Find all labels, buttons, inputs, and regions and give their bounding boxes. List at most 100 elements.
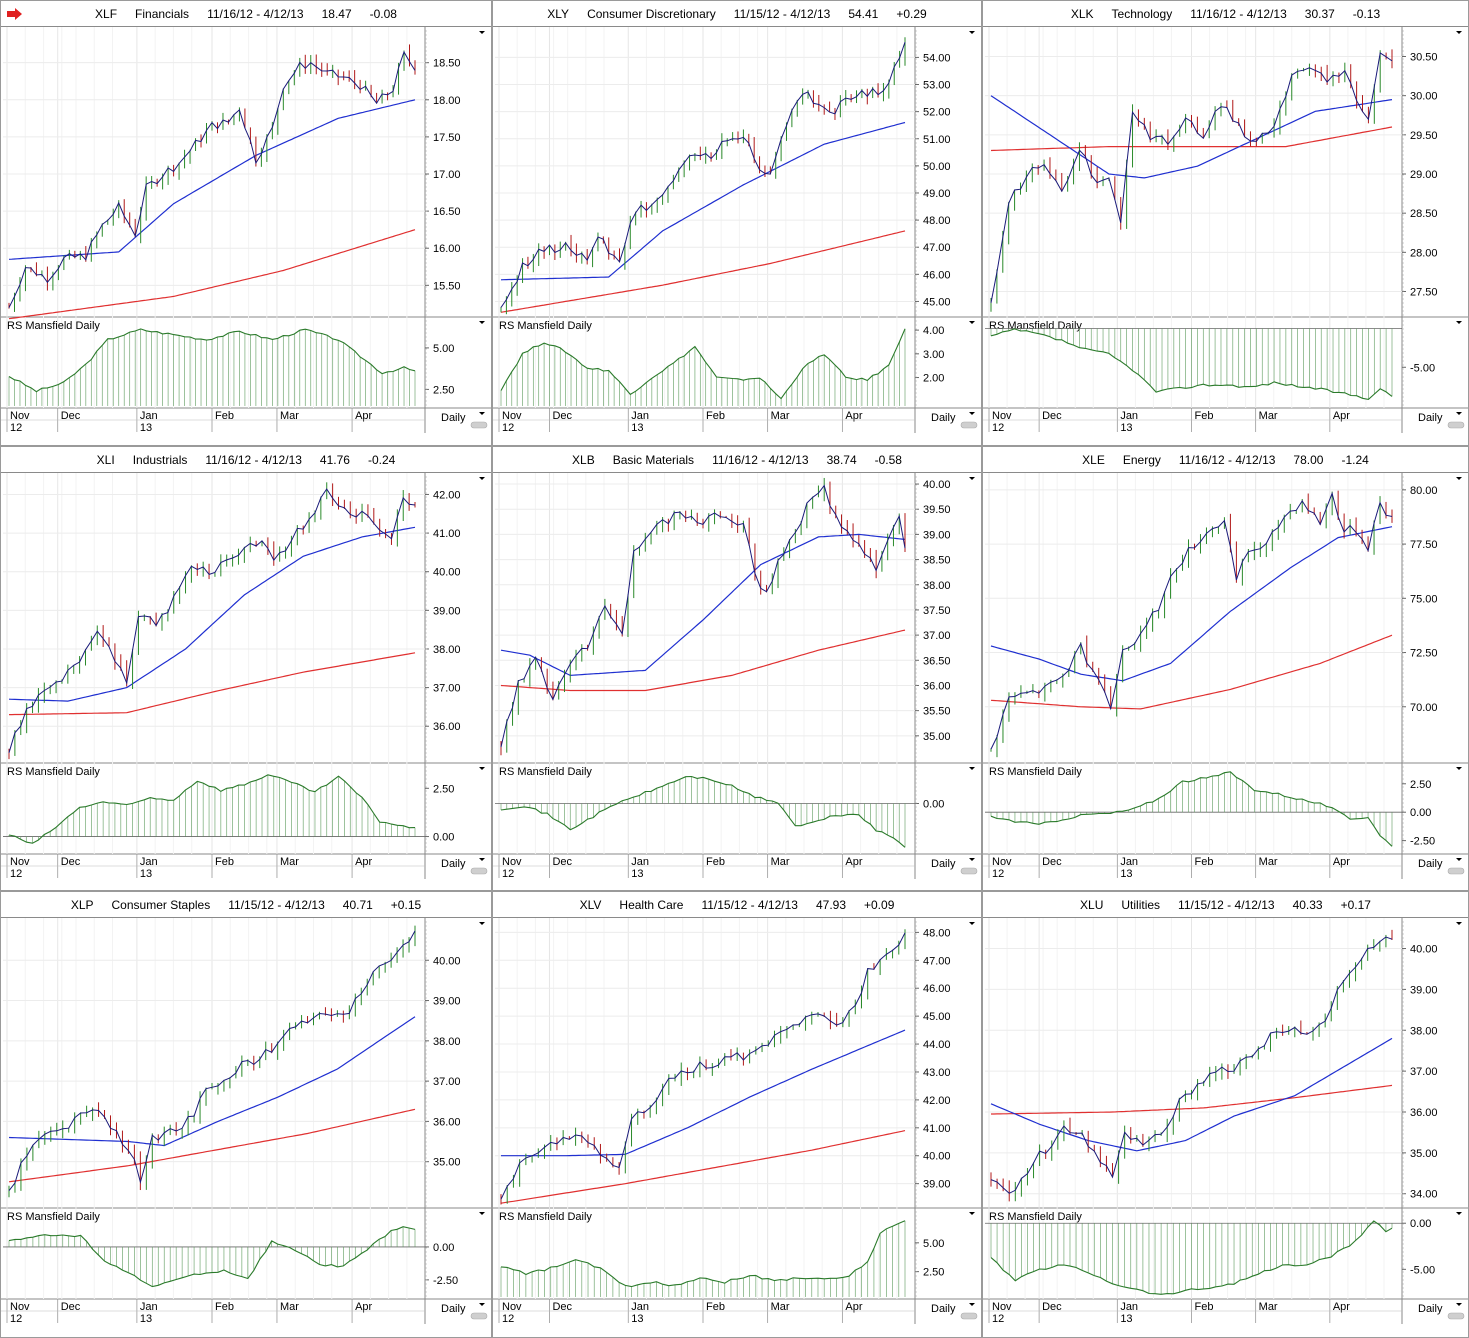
price-tick-label: 35.00 <box>923 731 951 743</box>
period-scroll-handle[interactable] <box>470 1312 488 1320</box>
period-scroll-handle[interactable] <box>960 867 978 875</box>
period-scroll-handle[interactable] <box>470 421 488 429</box>
price-tick-label: 40.00 <box>923 479 951 491</box>
moving-average-long-line <box>990 634 1393 710</box>
rs-tick-label: 0.00 <box>433 1242 454 1254</box>
rs-scale-menu-icon[interactable] <box>969 767 975 770</box>
period-scroll-handle[interactable] <box>960 421 978 429</box>
price-tick-label: 37.00 <box>1410 1066 1438 1078</box>
moving-average-short-line <box>8 526 416 702</box>
price-scale-menu-icon[interactable] <box>479 31 485 34</box>
price-tick-label: 47.00 <box>923 242 951 254</box>
time-axis-month-label: Jan <box>1120 1301 1138 1313</box>
rs-scale-menu-icon[interactable] <box>1456 321 1462 324</box>
price-tick-label: 38.00 <box>433 644 461 656</box>
axis-menu-icon[interactable] <box>1456 858 1462 861</box>
price-tick-label: 37.00 <box>433 683 461 695</box>
price-tick-label: 44.00 <box>923 1039 951 1051</box>
rs-tick-label: 0.00 <box>433 832 454 844</box>
chart-canvas-xlp: 35.00 36.00 37.00 38.00 39.00 40.00 RS Mansfie… <box>1 918 491 1325</box>
time-axis-month-label: Dec <box>1042 410 1062 422</box>
axis-menu-icon[interactable] <box>479 1303 485 1306</box>
time-axis-year-label: 12 <box>992 422 1004 434</box>
chart-sector-name: Utilities <box>1121 897 1161 912</box>
period-label: Daily <box>931 412 956 424</box>
moving-average-short-line <box>8 99 416 260</box>
rs-line <box>8 1226 416 1288</box>
time-axis-month-label: Dec <box>61 410 81 422</box>
time-axis-year-label: 12 <box>502 422 514 434</box>
price-tick-label: 34.00 <box>1410 1189 1438 1201</box>
price-tick-label: 46.00 <box>923 269 951 281</box>
price-scale-menu-icon[interactable] <box>1456 477 1462 480</box>
rs-scale-menu-icon[interactable] <box>479 1212 485 1215</box>
period-scroll-handle[interactable] <box>1447 867 1465 875</box>
rs-scale-menu-icon[interactable] <box>479 321 485 324</box>
price-tick-label: 77.50 <box>1410 539 1438 551</box>
period-scroll-handle[interactable] <box>1447 1312 1465 1320</box>
price-scale-menu-icon[interactable] <box>969 31 975 34</box>
time-axis-month-label: Feb <box>1195 856 1214 868</box>
chart-symbol: XLI <box>96 452 115 467</box>
price-scale-menu-icon[interactable] <box>969 477 975 480</box>
rs-tick-label: 2.00 <box>923 373 944 385</box>
rs-tick-label: 0.00 <box>1410 1218 1431 1230</box>
chart-price-change: +0.09 <box>864 897 895 912</box>
axis-menu-icon[interactable] <box>479 858 485 861</box>
chart-canvas-xli: 36.00 37.00 38.00 39.00 40.00 41.00 42.00 RS Ma… <box>1 473 491 880</box>
time-axis-year-label: 13 <box>1120 422 1132 434</box>
arrow-flag-icon[interactable] <box>7 8 23 20</box>
price-tick-label: 47.00 <box>923 955 951 967</box>
moving-average-short-line <box>500 121 906 281</box>
period-scroll-handle[interactable] <box>470 867 488 875</box>
price-tick-label: 75.00 <box>1410 593 1438 605</box>
price-scale-menu-icon[interactable] <box>969 922 975 925</box>
price-tick-label: 36.00 <box>923 680 951 692</box>
chart-sector-name: Health Care <box>619 897 684 912</box>
axis-menu-icon[interactable] <box>1456 1303 1462 1306</box>
rs-scale-menu-icon[interactable] <box>1456 1212 1462 1215</box>
rs-line <box>8 328 416 393</box>
price-scale-menu-icon[interactable] <box>1456 31 1462 34</box>
axis-menu-icon[interactable] <box>1456 412 1462 415</box>
chart-header: XLF Financials 11/16/12 - 4/12/13 18.47 -0.0… <box>1 1 491 27</box>
price-tick-label: 54.00 <box>923 52 951 64</box>
axis-menu-icon[interactable] <box>969 858 975 861</box>
time-axis-year-label: 12 <box>10 1313 22 1325</box>
chart-canvas-xlu: 34.00 35.00 36.00 37.00 38.00 39.00 40.00 RS Ma… <box>983 918 1468 1325</box>
rs-scale-menu-icon[interactable] <box>479 767 485 770</box>
rs-scale-menu-icon[interactable] <box>969 1212 975 1215</box>
price-tick-label: 39.00 <box>923 1179 951 1191</box>
price-tick-label: 51.00 <box>923 134 951 146</box>
price-tick-label: 35.50 <box>923 706 951 718</box>
axis-menu-icon[interactable] <box>969 1303 975 1306</box>
axis-menu-icon[interactable] <box>479 412 485 415</box>
price-tick-label: 80.00 <box>1410 485 1438 497</box>
price-tick-label: 40.00 <box>923 1151 951 1163</box>
chart-header: XLU Utilities 11/15/12 - 4/12/13 40.33 +0.17 <box>983 892 1468 918</box>
price-scale-menu-icon[interactable] <box>479 922 485 925</box>
rs-pane-title: RS Mansfield Daily <box>499 1211 592 1223</box>
time-axis-month-label: Apr <box>355 856 372 868</box>
time-axis-year-label: 12 <box>502 868 514 880</box>
chart-date-range: 11/16/12 - 4/12/13 <box>712 452 809 467</box>
chart-panel-xlb: XLB Basic Materials 11/16/12 - 4/12/13 38.7… <box>492 446 982 891</box>
axis-menu-icon[interactable] <box>969 412 975 415</box>
rs-pane-title: RS Mansfield Daily <box>499 766 592 778</box>
price-scale-menu-icon[interactable] <box>1456 922 1462 925</box>
chart-price-change: +0.29 <box>896 6 927 21</box>
time-axis-month-label: Feb <box>215 1301 234 1313</box>
time-axis-year-label: 12 <box>502 1313 514 1325</box>
rs-scale-menu-icon[interactable] <box>969 321 975 324</box>
price-scale-menu-icon[interactable] <box>479 477 485 480</box>
rs-scale-menu-icon[interactable] <box>1456 767 1462 770</box>
time-axis-year-label: 13 <box>631 1313 643 1325</box>
price-tick-label: 40.00 <box>433 567 461 579</box>
period-scroll-handle[interactable] <box>1447 421 1465 429</box>
price-close-line <box>8 50 416 308</box>
time-axis-month-label: Apr <box>355 1301 372 1313</box>
price-tick-label: 49.00 <box>923 188 951 200</box>
chart-date-range: 11/15/12 - 4/12/13 <box>701 897 798 912</box>
period-scroll-handle[interactable] <box>960 1312 978 1320</box>
time-axis-month-label: Mar <box>280 1301 299 1313</box>
